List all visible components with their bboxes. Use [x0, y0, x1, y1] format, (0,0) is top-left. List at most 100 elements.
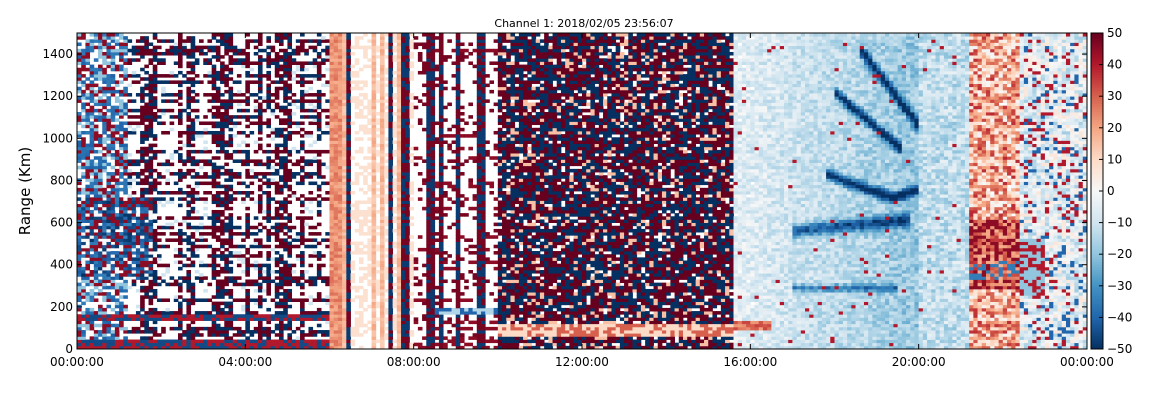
- heatmap-cell: [89, 178, 95, 182]
- heatmap-cell: [384, 311, 389, 315]
- heatmap-cell: [388, 86, 394, 91]
- heatmap-cell: [266, 254, 271, 258]
- heatmap-cell: [148, 108, 154, 113]
- heatmap-cell: [257, 282, 263, 287]
- heatmap-cell: [186, 194, 192, 198]
- heatmap-cell: [371, 323, 377, 328]
- heatmap-cell: [135, 326, 141, 331]
- heatmap-cell: [257, 108, 263, 113]
- heatmap-cell: [110, 39, 116, 43]
- heatmap-cell: [262, 74, 267, 78]
- heatmap-cell: [228, 93, 234, 97]
- heatmap-cell: [186, 203, 192, 208]
- heatmap-cell: [127, 99, 133, 103]
- heatmap-cell: [287, 64, 293, 69]
- heatmap-cell: [346, 178, 351, 182]
- heatmap-cell: [316, 251, 322, 255]
- heatmap-cell: [207, 45, 213, 50]
- heatmap-cell: [152, 342, 158, 347]
- heatmap-cell: [367, 197, 372, 201]
- heatmap-cell: [220, 203, 225, 208]
- heatmap-cell: [85, 115, 91, 119]
- heatmap-cell: [295, 244, 301, 249]
- heatmap-cell: [316, 254, 322, 258]
- heatmap-cell: [342, 96, 347, 100]
- heatmap-cell: [114, 235, 120, 239]
- heatmap-cell: [329, 77, 335, 81]
- heatmap-cell: [241, 298, 246, 302]
- heatmap-cell: [388, 206, 394, 211]
- heatmap-cell: [245, 86, 250, 91]
- heatmap-cell: [186, 298, 192, 302]
- heatmap-cell: [380, 61, 385, 65]
- heatmap-cell: [253, 298, 259, 302]
- heatmap-cell: [106, 77, 112, 81]
- heatmap-cell: [89, 64, 95, 69]
- heatmap-cell: [102, 203, 107, 208]
- heatmap-cell: [224, 206, 229, 211]
- heatmap-cell: [367, 45, 372, 50]
- heatmap-cell: [135, 254, 141, 258]
- heatmap-cell: [405, 273, 410, 277]
- heatmap-cell: [257, 336, 263, 340]
- heatmap-cell: [409, 330, 415, 334]
- heatmap-cell: [106, 86, 112, 91]
- heatmap-cell: [291, 191, 297, 195]
- heatmap-cell: [346, 197, 351, 201]
- heatmap-cell: [388, 260, 394, 265]
- heatmap-cell: [358, 301, 364, 306]
- heatmap-cell: [346, 323, 351, 328]
- heatmap-cell: [396, 140, 402, 144]
- heatmap-cell: [215, 326, 221, 331]
- heatmap-cell: [152, 228, 158, 233]
- heatmap-cell: [287, 200, 293, 205]
- heatmap-cell: [346, 317, 351, 321]
- heatmap-cell: [245, 80, 250, 84]
- heatmap-cell: [228, 194, 234, 198]
- heatmap-cell: [152, 67, 158, 72]
- heatmap-cell: [287, 67, 293, 72]
- heatmap-cell: [215, 295, 221, 299]
- heatmap-cell: [110, 146, 116, 151]
- heatmap-cell: [119, 165, 124, 170]
- heatmap-cell: [131, 266, 137, 271]
- heatmap-cell: [337, 339, 343, 344]
- heatmap-cell: [388, 61, 394, 65]
- heatmap-cell: [190, 83, 196, 88]
- heatmap-cell: [152, 178, 158, 182]
- heatmap-cell: [283, 99, 288, 103]
- heatmap-cell: [140, 219, 145, 223]
- heatmap-cell: [312, 298, 318, 302]
- heatmap-cell: [371, 124, 377, 129]
- heatmap-cell: [384, 216, 389, 220]
- heatmap-cell: [215, 311, 221, 315]
- heatmap-cell: [152, 219, 158, 223]
- heatmap-cell: [207, 232, 213, 236]
- heatmap-cell: [194, 244, 200, 249]
- heatmap-cell: [81, 232, 86, 236]
- heatmap-cell: [346, 336, 351, 340]
- heatmap-cell: [249, 181, 255, 186]
- heatmap-cell: [346, 165, 351, 170]
- heatmap-cell: [220, 124, 225, 129]
- heatmap-cell: [337, 307, 343, 312]
- heatmap-cell: [371, 172, 377, 176]
- heatmap-cell: [291, 317, 297, 321]
- heatmap-cell: [417, 121, 423, 126]
- heatmap-cell: [203, 263, 208, 268]
- heatmap-cell: [342, 345, 347, 350]
- heatmap-cell: [123, 317, 128, 321]
- heatmap-cell: [106, 225, 112, 230]
- heatmap-cell: [337, 263, 343, 268]
- heatmap-cell: [224, 74, 229, 78]
- heatmap-cell: [354, 36, 360, 40]
- heatmap-cell: [304, 93, 309, 97]
- heatmap-cell: [337, 276, 343, 280]
- heatmap-cell: [283, 317, 288, 321]
- heatmap-cell: [245, 225, 250, 230]
- heatmap-cell: [350, 339, 356, 344]
- heatmap-cell: [110, 279, 116, 284]
- heatmap-cell: [346, 257, 351, 261]
- heatmap-cell: [380, 307, 385, 312]
- heatmap-cell: [228, 153, 234, 157]
